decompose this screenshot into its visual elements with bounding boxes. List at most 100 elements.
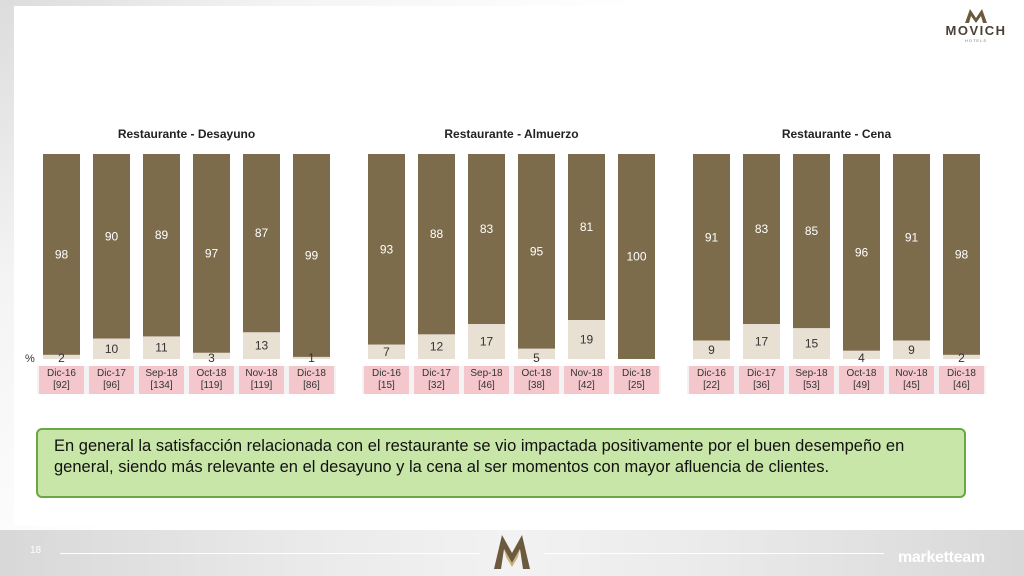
category-cell: [789, 366, 834, 394]
bar-segment-other: [568, 320, 605, 359]
chart-title-0: Restaurante - Desayuno: [117, 127, 256, 141]
bar-segment-satisfied: [793, 154, 830, 329]
footer-divider-right: [544, 553, 884, 554]
category-period: Nov-18: [895, 368, 928, 379]
bar-segment-satisfied: [43, 154, 80, 355]
category-cell: [464, 366, 509, 394]
data-label-other: 12: [430, 340, 444, 354]
data-label-satisfied: 95: [530, 244, 544, 258]
data-label-satisfied: 100: [626, 250, 646, 264]
category-base: [134]: [150, 380, 173, 391]
logo-sub: HOTELS: [964, 38, 987, 43]
category-cell: [939, 366, 984, 394]
category-cell: [414, 366, 459, 394]
category-base: [96]: [103, 380, 120, 391]
data-label-satisfied: 81: [580, 220, 594, 234]
category-base: [86]: [303, 380, 320, 391]
category-label: Sep-18 [46]: [465, 368, 509, 392]
category-label: Dic-17 [36]: [740, 368, 784, 392]
category-period: Sep-18: [795, 368, 828, 379]
page-number: 18: [30, 545, 42, 556]
category-cell: [39, 366, 84, 394]
category-base: [46]: [478, 380, 495, 391]
category-label: Oct-18 [119]: [190, 368, 234, 392]
data-label-other: 10: [105, 342, 119, 356]
bar-segment-satisfied: [518, 154, 555, 349]
bar-segment-satisfied: [943, 154, 980, 355]
category-period: Dic-16: [47, 368, 76, 379]
bar-segment-other: [243, 332, 280, 359]
category-label: Oct-18 [38]: [515, 368, 559, 392]
category-cell: [839, 366, 884, 394]
movich-m-icon: [965, 9, 987, 23]
category-base: [119]: [200, 380, 223, 391]
category-base: [46]: [953, 380, 970, 391]
data-label-satisfied: 89: [155, 228, 169, 242]
data-label-satisfied: 85: [805, 224, 819, 238]
category-period: Dic-17: [747, 368, 776, 379]
data-label-satisfied: 87: [255, 226, 269, 240]
data-label-satisfied: 83: [755, 222, 769, 236]
bar-segment-satisfied: [743, 154, 780, 325]
data-label-satisfied: 96: [855, 245, 869, 259]
bar-segment-satisfied: [368, 154, 405, 345]
bar-segment-other: [368, 344, 405, 359]
data-label-other: 2: [958, 351, 965, 365]
bar-segment-satisfied: [193, 154, 230, 353]
category-base: [38]: [528, 380, 545, 391]
category-label: Nov-18 [45]: [890, 368, 934, 392]
category-label: Nov-18 [42]: [565, 368, 609, 392]
bar-segment-other: [693, 340, 730, 359]
chart-title-2: Restaurante - Cena: [781, 127, 892, 141]
category-period: Dic-18: [297, 368, 326, 379]
data-label-other: 15: [805, 337, 819, 351]
bar-segment-other: [193, 352, 230, 359]
category-label: Dic-18 [86]: [290, 368, 334, 392]
category-cell: [689, 366, 734, 394]
bar-segment-satisfied: [293, 154, 330, 357]
bar-segment-other: [893, 340, 930, 359]
category-period: Sep-18: [145, 368, 178, 379]
category-cell: [614, 366, 659, 394]
axis-unit-label: %: [25, 353, 35, 365]
bar-segment-other: [943, 354, 980, 359]
bar-segment-other: [93, 338, 130, 359]
category-label: Oct-18 [49]: [840, 368, 884, 392]
data-label-satisfied: 93: [380, 242, 394, 256]
category-cell: [889, 366, 934, 394]
category-period: Dic-16: [697, 368, 726, 379]
bar-segment-other: [293, 356, 330, 359]
category-base: [92]: [53, 380, 70, 391]
bar-segment-other: [418, 334, 455, 359]
category-base: [15]: [378, 380, 395, 391]
category-base: [36]: [753, 380, 770, 391]
bar-segment-satisfied: [418, 154, 455, 335]
data-label-other: 11: [155, 341, 168, 355]
category-base: [45]: [903, 380, 920, 391]
category-cell: [739, 366, 784, 394]
category-period: Dic-17: [422, 368, 451, 379]
stacked-bar-charts: 9829010891197387139919378812831795581191…: [43, 154, 980, 365]
category-label: Dic-16 [92]: [40, 368, 84, 392]
category-period: Oct-18: [196, 368, 227, 379]
category-period: Dic-18: [947, 368, 976, 379]
bar-segment-satisfied: [693, 154, 730, 341]
data-label-satisfied: 97: [205, 246, 219, 260]
category-base: [32]: [428, 380, 445, 391]
data-label-other: 19: [580, 333, 594, 347]
data-label-satisfied: 91: [905, 230, 919, 244]
bar-segment-satisfied: [243, 154, 280, 333]
bar-segment-satisfied: [843, 154, 880, 351]
category-cell: [239, 366, 284, 394]
category-label: Dic-16 [15]: [365, 368, 409, 392]
movich-logo: MOVICH HOTELS: [936, 8, 1016, 48]
category-cell: [289, 366, 334, 394]
category-band-1: [362, 366, 661, 394]
bar-segment-satisfied: [618, 154, 655, 359]
data-label-other: 17: [480, 335, 494, 349]
category-label: Nov-18 [119]: [240, 368, 284, 392]
category-base: [42]: [578, 380, 595, 391]
data-label-other: 4: [858, 351, 865, 365]
category-period: Sep-18: [470, 368, 503, 379]
category-base: [53]: [803, 380, 820, 391]
